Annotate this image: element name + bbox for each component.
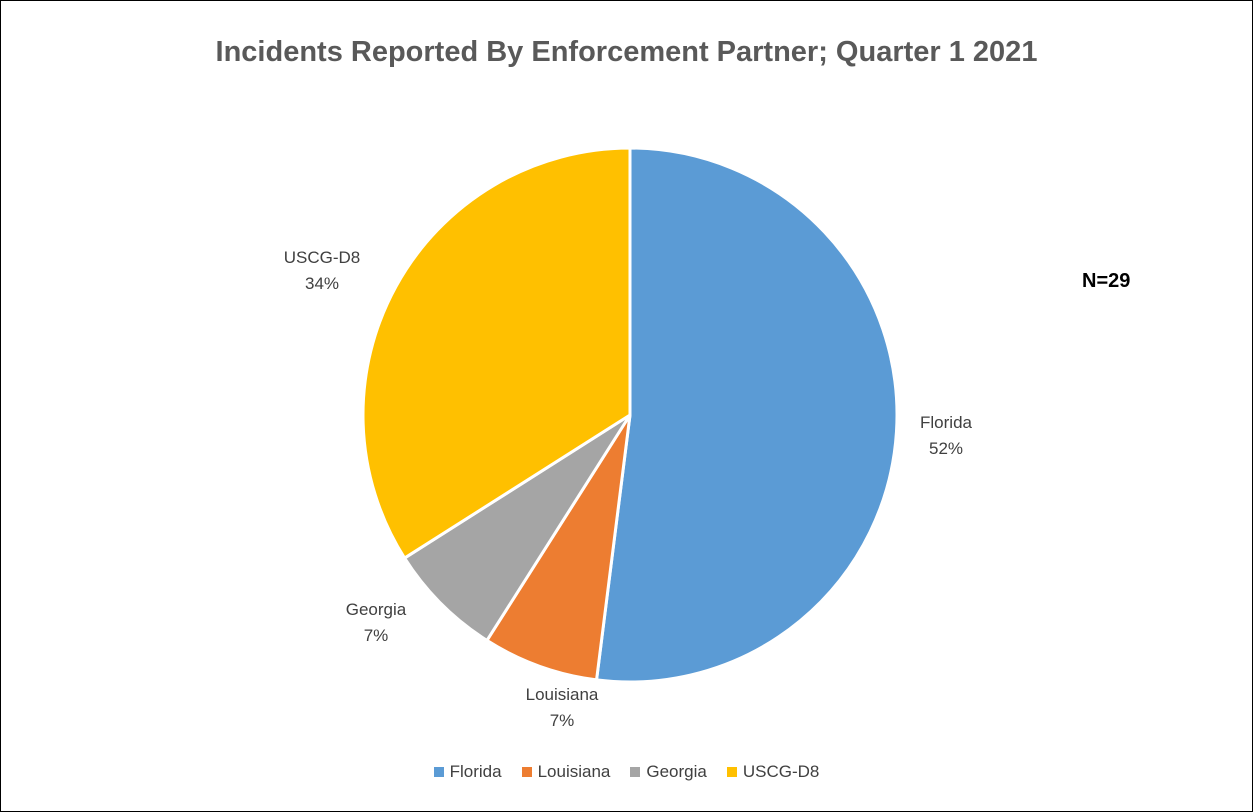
slice-label-georgia: Georgia [346, 600, 407, 619]
legend-label: USCG-D8 [742, 762, 820, 781]
legend-swatch [521, 767, 532, 777]
pie-slice-louisiana [485, 413, 632, 682]
legend-swatch [630, 767, 641, 777]
slice-label-florida: Florida [920, 413, 973, 432]
pie-slice-florida [595, 146, 899, 684]
slice-percent-louisiana: 7% [550, 711, 575, 730]
legend-item-louisiana: Louisiana [521, 762, 611, 782]
slice-label-louisiana: Louisiana [526, 685, 599, 704]
legend-label: Georgia [646, 762, 707, 781]
legend-item-uscg-d8: USCG-D8 [726, 762, 820, 782]
chart-title: Incidents Reported By Enforcement Partne… [215, 36, 1038, 68]
legend-label: Florida [449, 762, 502, 781]
pie-slice-uscg-d8 [361, 146, 632, 560]
slice-percent-georgia: 7% [364, 626, 389, 645]
legend-item-florida: Florida [433, 762, 502, 782]
slice-percent-uscg-d8: 34% [305, 274, 339, 293]
legend-label: Louisiana [537, 762, 611, 781]
legend-item-georgia: Georgia [630, 762, 707, 782]
sample-size-annotation: N=29 [1082, 270, 1131, 292]
legend: Florida Louisiana Georgia USCG-D8 [0, 762, 1253, 782]
pie-slice-georgia [403, 413, 632, 642]
legend-swatch [726, 767, 737, 777]
legend-swatch [433, 767, 444, 777]
slice-label-uscg-d8: USCG-D8 [284, 248, 361, 267]
slice-percent-florida: 52% [929, 439, 963, 458]
